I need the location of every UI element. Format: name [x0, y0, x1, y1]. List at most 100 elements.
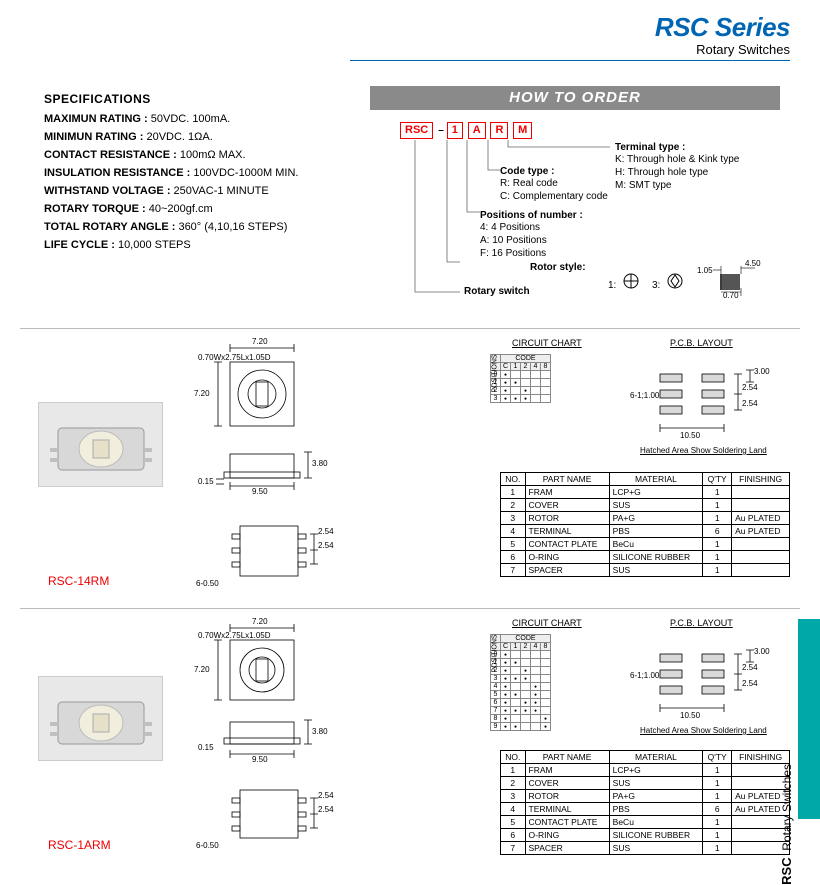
- switch-render-icon: [46, 684, 156, 754]
- side-tab: [798, 619, 820, 819]
- spec-row: MINIMUN RATING : 20VDC. 1ΩA.: [44, 128, 354, 146]
- page-title: RSC Series: [655, 12, 790, 43]
- top-side-drawing-1arm: 7.20 0.70Wx2.75Lx1.05D 7.20 9.50 3.80 0.…: [190, 614, 350, 764]
- page-subtitle: Rotary Switches: [696, 42, 790, 57]
- svg-text:0.15: 0.15: [198, 477, 214, 486]
- spec-row: INSULATION RESISTANCE : 100VDC-1000M MIN…: [44, 164, 354, 182]
- top-side-drawing-14rm: 7.20 0.70Wx2.75Lx1.05D 7.20 9.50 3.80 0.…: [190, 334, 350, 494]
- howto-block: RSC–1 A R M Terminal type : K: Through h…: [400, 122, 780, 145]
- specs-heading: SPECIFICATIONS: [44, 92, 354, 106]
- table-row: 1FRAMLCP+G1: [501, 764, 790, 777]
- circuit-chart-14rm: POSITIONS CODE C1248 0 1 2 3: [490, 354, 551, 403]
- table-row: 2COVERSUS1: [501, 777, 790, 790]
- table-row: 3ROTORPA+G1Au PLATED: [501, 512, 790, 525]
- svg-text:2.54: 2.54: [742, 679, 758, 688]
- svg-text:6-0.50: 6-0.50: [196, 841, 219, 850]
- svg-text:2.54: 2.54: [318, 541, 334, 550]
- howto-rotaryswitch-label: Rotary switch: [464, 286, 530, 297]
- parts-table-1arm: NO.PART NAMEMATERIALQ'TYFINISHING 1FRAML…: [500, 750, 790, 855]
- svg-text:6-1;1.00: 6-1;1.00: [630, 671, 660, 680]
- svg-text:3.00: 3.00: [754, 367, 770, 376]
- svg-text:9.50: 9.50: [252, 755, 268, 764]
- svg-text:0.70Wx2.75Lx1.05D: 0.70Wx2.75Lx1.05D: [198, 631, 271, 640]
- table-row: 2COVERSUS1: [501, 499, 790, 512]
- svg-text:10.50: 10.50: [680, 711, 701, 720]
- model-rsc14rm: RSC-14RM 7.20 0.70Wx2.75Lx1.05D 7.20 9.5…: [20, 334, 800, 602]
- parts-table-14rm: NO.PART NAMEMATERIALQ'TYFINISHING 1FRAML…: [500, 472, 790, 577]
- howto-positions: Positions of number : 4: 4 Positions A: …: [480, 210, 630, 260]
- svg-text:7.20: 7.20: [194, 389, 210, 398]
- howto-codetype: Code type : R: Real code C: Complementar…: [500, 166, 640, 203]
- specifications-block: SPECIFICATIONS MAXIMUN RATING : 50VDC. 1…: [44, 92, 354, 254]
- circuit-chart-title: CIRCUIT CHART: [512, 338, 582, 348]
- footprint-drawing-14rm: 2.54 2.54 6-0.50: [190, 514, 350, 602]
- divider-1: [20, 328, 800, 329]
- spec-row: LIFE CYCLE : 10,000 STEPS: [44, 236, 354, 254]
- spec-row: ROTARY TORQUE : 40~200gf.cm: [44, 200, 354, 218]
- svg-text:0.70: 0.70: [723, 291, 739, 298]
- table-row: 5CONTACT PLATEBeCu1: [501, 816, 790, 829]
- svg-text:7.20: 7.20: [252, 617, 268, 626]
- svg-text:2.54: 2.54: [318, 805, 334, 814]
- spec-row: MAXIMUN RATING : 50VDC. 100mA.: [44, 110, 354, 128]
- table-row: 7SPACERSUS1: [501, 564, 790, 577]
- howto-bar: HOW TO ORDER: [370, 86, 780, 110]
- table-row: 3ROTORPA+G1Au PLATED: [501, 790, 790, 803]
- pcb-note: Hatched Area Show Soldering Land: [640, 446, 767, 455]
- svg-text:7.20: 7.20: [252, 337, 268, 346]
- pcb-note-2: Hatched Area Show Soldering Land: [640, 726, 767, 735]
- table-row: 5CONTACT PLATEBeCu1: [501, 538, 790, 551]
- svg-text:6-1;1.00: 6-1;1.00: [630, 391, 660, 400]
- svg-text:9.50: 9.50: [252, 487, 268, 494]
- spec-row: WITHSTAND VOLTAGE : 250VAC-1 MINUTE: [44, 182, 354, 200]
- rotor-dim-drawing: 1.05 4.50 0.70: [695, 258, 765, 298]
- circuit-chart-title-2: CIRCUIT CHART: [512, 618, 582, 628]
- spec-row: CONTACT RESISTANCE : 100mΩ MAX.: [44, 146, 354, 164]
- svg-text:2.54: 2.54: [742, 383, 758, 392]
- footprint-drawing-1arm: 2.54 2.54 6-0.50: [190, 780, 350, 860]
- rotor-style-3-icon: [666, 272, 684, 290]
- svg-text:7.20: 7.20: [194, 665, 210, 674]
- divider-2: [20, 608, 800, 609]
- table-row: 1FRAMLCP+G1: [501, 486, 790, 499]
- model-label-1arm: RSC-1ARM: [48, 838, 111, 852]
- rotor-3-label: 3:: [652, 280, 660, 291]
- svg-text:1.05: 1.05: [697, 266, 713, 275]
- rotor-style-1-icon: [622, 272, 640, 290]
- svg-text:6-0.50: 6-0.50: [196, 579, 219, 588]
- header-rule: [350, 60, 790, 61]
- pcb-layout-14rm: 3.00 2.54 2.54 6-1;1.00 10.50: [630, 352, 800, 452]
- pcb-layout-title: P.C.B. LAYOUT: [670, 338, 733, 348]
- svg-text:3.80: 3.80: [312, 727, 328, 736]
- svg-text:2.54: 2.54: [318, 791, 334, 800]
- svg-text:10.50: 10.50: [680, 431, 701, 440]
- howto-code-row: RSC–1 A R M: [400, 122, 780, 139]
- rotor-1-label: 1:: [608, 280, 616, 291]
- svg-text:2.54: 2.54: [318, 527, 334, 536]
- svg-text:4.50: 4.50: [745, 259, 761, 268]
- spec-row: TOTAL ROTARY ANGLE : 360° (4,10,16 STEPS…: [44, 218, 354, 236]
- code-seg-rsc: RSC: [400, 122, 433, 139]
- table-row: 6O-RINGSILICONE RUBBER1: [501, 551, 790, 564]
- svg-text:3.80: 3.80: [312, 459, 328, 468]
- table-row: 4TERMINALPBS6Au PLATED: [501, 803, 790, 816]
- table-row: 6O-RINGSILICONE RUBBER1: [501, 829, 790, 842]
- svg-text:0.15: 0.15: [198, 743, 214, 752]
- pcb-layout-1arm: 3.00 2.54 2.54 6-1;1.00 10.50: [630, 632, 800, 732]
- product-photo-14rm: [38, 402, 163, 487]
- svg-text:3.00: 3.00: [754, 647, 770, 656]
- table-row: 4TERMINALPBS6Au PLATED: [501, 525, 790, 538]
- model-label-14rm: RSC-14RM: [48, 574, 109, 588]
- switch-render-icon: [46, 410, 156, 480]
- code-seg-m: M: [513, 122, 532, 139]
- product-photo-1arm: [38, 676, 163, 761]
- side-tab-text: RSC Rotary Switches: [779, 764, 794, 885]
- code-seg-r: R: [490, 122, 508, 139]
- circuit-chart-1arm: POSITIONS CODE C1248 0 1 2 3 4 5 6 7 8 9: [490, 634, 551, 731]
- svg-text:2.54: 2.54: [742, 399, 758, 408]
- model-rsc1arm: RSC-1ARM 7.20 0.70Wx2.75Lx1.05D 7.20 9.5…: [20, 614, 800, 862]
- table-row: 7SPACERSUS1: [501, 842, 790, 855]
- pcb-layout-title-2: P.C.B. LAYOUT: [670, 618, 733, 628]
- code-seg-1: 1: [447, 122, 463, 139]
- svg-text:0.70Wx2.75Lx1.05D: 0.70Wx2.75Lx1.05D: [198, 353, 271, 362]
